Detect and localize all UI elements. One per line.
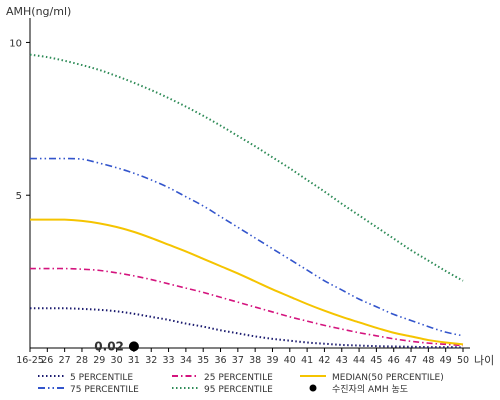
x-tick-label: 39	[266, 355, 278, 366]
x-tick-label: 30	[111, 355, 123, 366]
y-tick-label: 10	[9, 38, 22, 49]
x-tick-label: 29	[93, 355, 105, 366]
series-line-25-percentile	[30, 267, 464, 347]
x-tick-label: 35	[197, 355, 209, 366]
x-tick-label: 41	[301, 355, 313, 366]
x-tick-label: 33	[163, 355, 175, 366]
x-tick-label: 27	[59, 355, 71, 366]
x-tick-label: 45	[370, 355, 382, 366]
legend-label-5-percentile: 5 PERCENTILE	[70, 373, 133, 383]
x-tick-label: 48	[422, 355, 434, 366]
y-tick-label: 5	[16, 191, 22, 202]
legend-label-25-percentile: 25 PERCENTILE	[204, 373, 273, 383]
x-tick-label: 37	[232, 355, 244, 366]
series-line-5-percentile	[30, 307, 464, 349]
x-tick-label: 40	[284, 355, 296, 366]
x-tick-label: 43	[336, 355, 348, 366]
legend-label-amh: 수진자의 AMH 농도	[332, 384, 408, 395]
x-tick-label: 34	[180, 355, 192, 366]
series-line-95-percentile	[29, 53, 464, 282]
series-line-median-50-percentile	[30, 218, 464, 346]
series-layer	[29, 53, 464, 349]
x-tick-label: 32	[145, 355, 157, 366]
x-tick-label: 44	[353, 355, 365, 366]
legend: 5 PERCENTILE 25 PERCENTILE MEDIAN(50 PERCE…	[38, 373, 444, 395]
x-tick-label: 36	[214, 355, 226, 366]
x-tick-label: 50	[457, 355, 469, 366]
y-axis-label: AMH(ng/ml)	[6, 5, 71, 18]
legend-swatch-patient-amh	[309, 384, 317, 392]
patient-amh-value-label: 0.02	[94, 339, 124, 353]
patient-amh-point	[128, 341, 139, 352]
legend-label-95-percentile: 95 PERCENTILE	[204, 385, 273, 395]
x-tick-label: 16-25	[16, 355, 44, 366]
x-tick-label: 26	[41, 355, 53, 366]
x-tick-label: 47	[405, 355, 417, 366]
legend-label-75-percentile: 75 PERCENTILE	[70, 385, 139, 395]
x-axis-label: 나이	[474, 354, 494, 367]
x-tick-label: 49	[440, 355, 452, 366]
y-ticks: 5 10	[9, 38, 30, 202]
x-tick-label: 28	[76, 355, 88, 366]
annotation-layer: 0.02	[94, 339, 139, 353]
x-tick-label: 42	[318, 355, 330, 366]
x-tick-label: 46	[388, 355, 400, 366]
x-tick-label: 31	[128, 355, 140, 366]
series-line-75-percentile	[30, 157, 464, 337]
x-tick-label: 38	[249, 355, 261, 366]
axes	[29, 18, 470, 349]
legend-label-median-50-percentile: MEDIAN(50 PERCENTILE)	[332, 373, 444, 383]
